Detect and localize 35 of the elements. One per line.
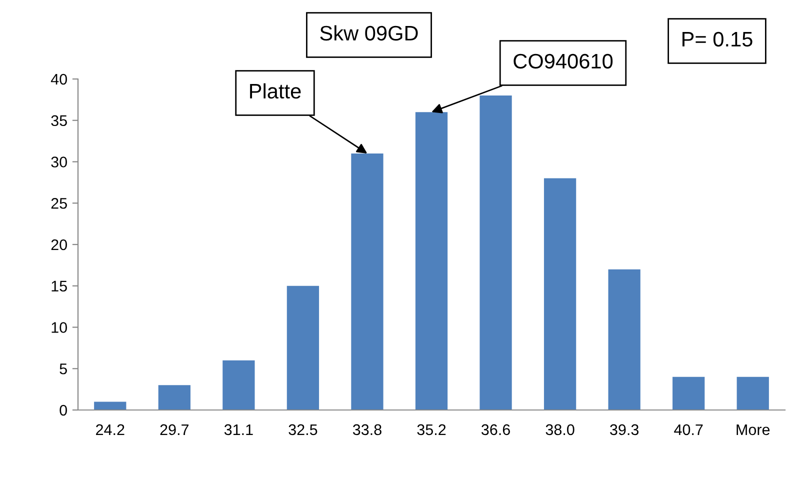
y-tick-label: 5 — [60, 364, 67, 374]
bar — [286, 286, 320, 410]
x-tick-label: 35.2 — [417, 424, 446, 436]
y-tick-label: 20 — [51, 239, 67, 250]
annotation: CO940610 — [514, 54, 613, 69]
y-tick-label: 40 — [50, 74, 67, 85]
text: Skw 09GD — [320, 25, 418, 41]
bar — [608, 269, 640, 410]
y-tick-label: 15 — [52, 280, 67, 292]
x-tick-label: 39.3 — [610, 424, 639, 436]
bar — [672, 376, 705, 410]
bar — [158, 385, 190, 410]
bar — [94, 402, 126, 410]
x-tick-label: 31.1 — [224, 424, 253, 436]
x-tick-label: More — [736, 424, 770, 436]
bar — [415, 112, 448, 410]
bar — [222, 360, 255, 410]
x-tick-label: 33.8 — [352, 424, 382, 436]
text: P= 0.15 — [682, 32, 752, 47]
y-tick-label: 25 — [51, 198, 67, 209]
bar — [736, 376, 769, 410]
x-tick-label: 38.0 — [546, 424, 574, 436]
annotation: Platte — [250, 83, 301, 99]
y-tick-label: 10 — [52, 322, 67, 333]
bar — [351, 153, 384, 410]
x-tick-label: 32.5 — [288, 424, 318, 436]
x-tick-label: 36.6 — [481, 424, 510, 436]
x-tick-label: 29.7 — [160, 424, 189, 436]
y-tick-label: 0 — [60, 404, 67, 416]
bar — [544, 178, 576, 410]
x-tick-label: 40.7 — [674, 424, 703, 436]
y-tick-label: 30 — [51, 156, 67, 168]
y-tick-label: 35 — [51, 115, 67, 126]
x-tick-label: 24.2 — [96, 424, 124, 435]
bar — [480, 96, 512, 410]
